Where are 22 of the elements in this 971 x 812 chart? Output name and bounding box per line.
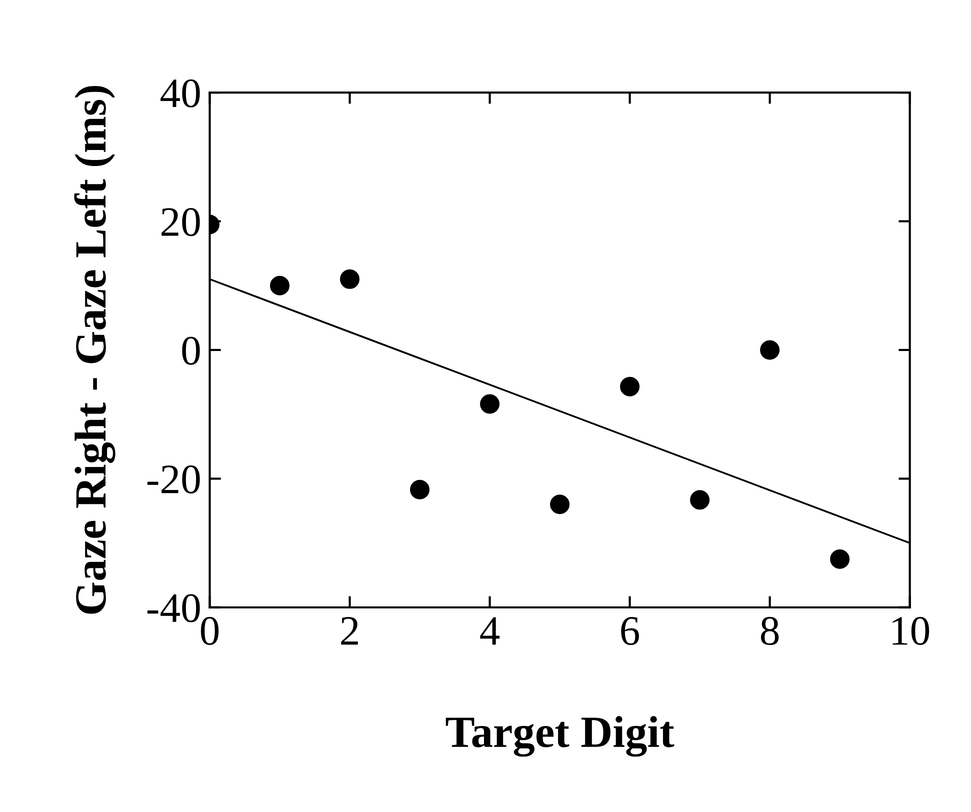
point bbox=[690, 490, 710, 510]
y-axis-title: Gaze Right - Gaze Left (ms) bbox=[74, 86, 116, 614]
point bbox=[270, 276, 290, 296]
x-tick-label: 4 bbox=[480, 617, 500, 645]
y-tick-label: 40 bbox=[160, 79, 200, 108]
x-tick-label: 2 bbox=[341, 617, 358, 645]
point bbox=[550, 494, 570, 514]
y-tick-label: -20 bbox=[147, 465, 200, 494]
point bbox=[830, 549, 850, 569]
point bbox=[760, 340, 780, 360]
point bbox=[410, 480, 430, 500]
x-tick-label: 8 bbox=[760, 616, 779, 646]
x-tick-label: 10 bbox=[892, 616, 930, 646]
point bbox=[480, 394, 500, 414]
y-tick-label: -40 bbox=[147, 594, 200, 622]
y-tick-label: 0 bbox=[182, 336, 200, 365]
point bbox=[620, 376, 640, 396]
x-tick-label: 6 bbox=[621, 617, 639, 646]
point bbox=[340, 269, 360, 289]
x-tick-label: 0 bbox=[200, 616, 219, 646]
x-axis-title: Target Digit bbox=[446, 716, 674, 757]
y-tick-label: 20 bbox=[162, 208, 200, 236]
